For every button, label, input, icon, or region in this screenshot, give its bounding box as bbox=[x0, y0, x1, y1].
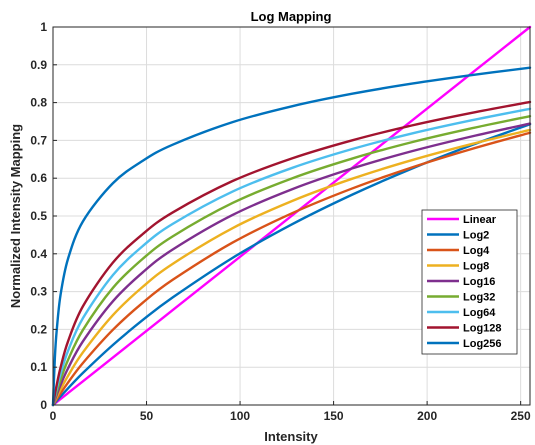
legend-label-log64: Log64 bbox=[463, 307, 496, 319]
y-tick-label: 0.9 bbox=[30, 58, 47, 72]
y-tick-label: 0.8 bbox=[30, 96, 47, 110]
y-axis-label: Normalized Intensity Mapping bbox=[8, 124, 23, 308]
x-tick-label: 250 bbox=[511, 409, 531, 423]
legend: Linear Log2 Log4 Log8 Log16 Log32 Log64 Log128 L… bbox=[421, 209, 518, 355]
series-lines bbox=[51, 25, 532, 407]
x-axis-label: Intensity bbox=[264, 429, 318, 444]
y-tick-label: 0.3 bbox=[30, 285, 47, 299]
series-line-log256 bbox=[51, 66, 532, 407]
axis-ticks: 0 50 100 150 200 250 0 0.1 0.2 0.3 0.4 0.5 0.6 0.7 0.8… bbox=[30, 20, 531, 423]
legend-label-log256: Log256 bbox=[463, 338, 502, 350]
x-tick-label: 0 bbox=[50, 409, 57, 423]
legend-label-linear: Linear bbox=[463, 214, 497, 226]
x-tick-label: 150 bbox=[324, 409, 344, 423]
y-tick-label: 0.4 bbox=[30, 247, 47, 261]
x-tick-label: 50 bbox=[140, 409, 154, 423]
y-tick-label: 0.5 bbox=[30, 209, 47, 223]
legend-label-log32: Log32 bbox=[463, 292, 495, 304]
legend-label-log16: Log16 bbox=[463, 276, 495, 288]
legend-label-log2: Log2 bbox=[463, 230, 489, 242]
y-tick-label: 0 bbox=[40, 398, 47, 412]
y-tick-label: 0.1 bbox=[30, 360, 47, 374]
y-tick-label: 1 bbox=[40, 20, 47, 34]
x-tick-label: 100 bbox=[230, 409, 250, 423]
y-tick-label: 0.6 bbox=[30, 171, 47, 185]
x-tick-label: 200 bbox=[417, 409, 437, 423]
y-tick-label: 0.7 bbox=[30, 133, 47, 147]
chart-title: Log Mapping bbox=[251, 9, 332, 24]
legend-label-log128: Log128 bbox=[463, 323, 502, 335]
series-line-log128 bbox=[51, 100, 532, 407]
legend-label-log4: Log4 bbox=[463, 245, 490, 257]
legend-label-log8: Log8 bbox=[463, 261, 489, 273]
y-tick-label: 0.2 bbox=[30, 322, 47, 336]
